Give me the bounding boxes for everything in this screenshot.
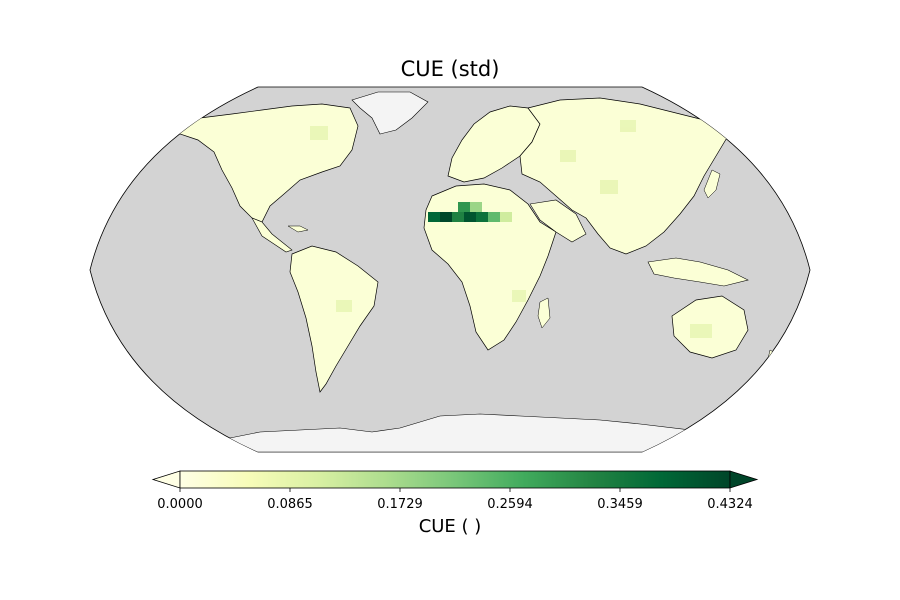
colorbar-tick-label: 0.4324 — [707, 497, 753, 512]
colorbar-tick-label: 0.0000 — [157, 497, 203, 512]
colorbar — [151, 470, 759, 492]
sahara-cell — [452, 212, 464, 222]
colorbar-gradient — [179, 470, 731, 489]
sahara-cell — [488, 212, 500, 222]
colorbar-label: CUE ( ) — [418, 516, 482, 537]
colorbar-extend-min — [151, 470, 181, 489]
south-america — [289, 245, 379, 393]
colorbar-tick-label: 0.3459 — [597, 497, 643, 512]
light-cue-patches — [310, 120, 712, 338]
sahara-cell — [470, 202, 482, 212]
caribbean-islands — [287, 225, 309, 233]
sahara-cell — [428, 212, 440, 222]
map-title: CUE (std) — [400, 57, 500, 81]
arabian-peninsula — [529, 199, 587, 243]
japan — [703, 169, 721, 199]
colorbar-extend-max — [729, 470, 759, 489]
central-america — [251, 217, 293, 253]
greenland — [351, 91, 429, 135]
maritime-southeast-asia — [647, 257, 749, 287]
madagascar — [537, 297, 551, 329]
sahara-cell — [476, 212, 488, 222]
sahara-high-std-cells — [428, 202, 512, 222]
colorbar-tick-label: 0.0865 — [267, 497, 313, 512]
sahara-cell — [500, 212, 512, 222]
africa — [423, 183, 557, 351]
asia — [519, 97, 729, 255]
sahara-cell — [440, 212, 452, 222]
sahara-cell — [458, 202, 470, 212]
colorbar-tick-label: 0.1729 — [377, 497, 423, 512]
sahara-cell — [464, 212, 476, 222]
colorbar-tick-label: 0.2594 — [487, 497, 533, 512]
